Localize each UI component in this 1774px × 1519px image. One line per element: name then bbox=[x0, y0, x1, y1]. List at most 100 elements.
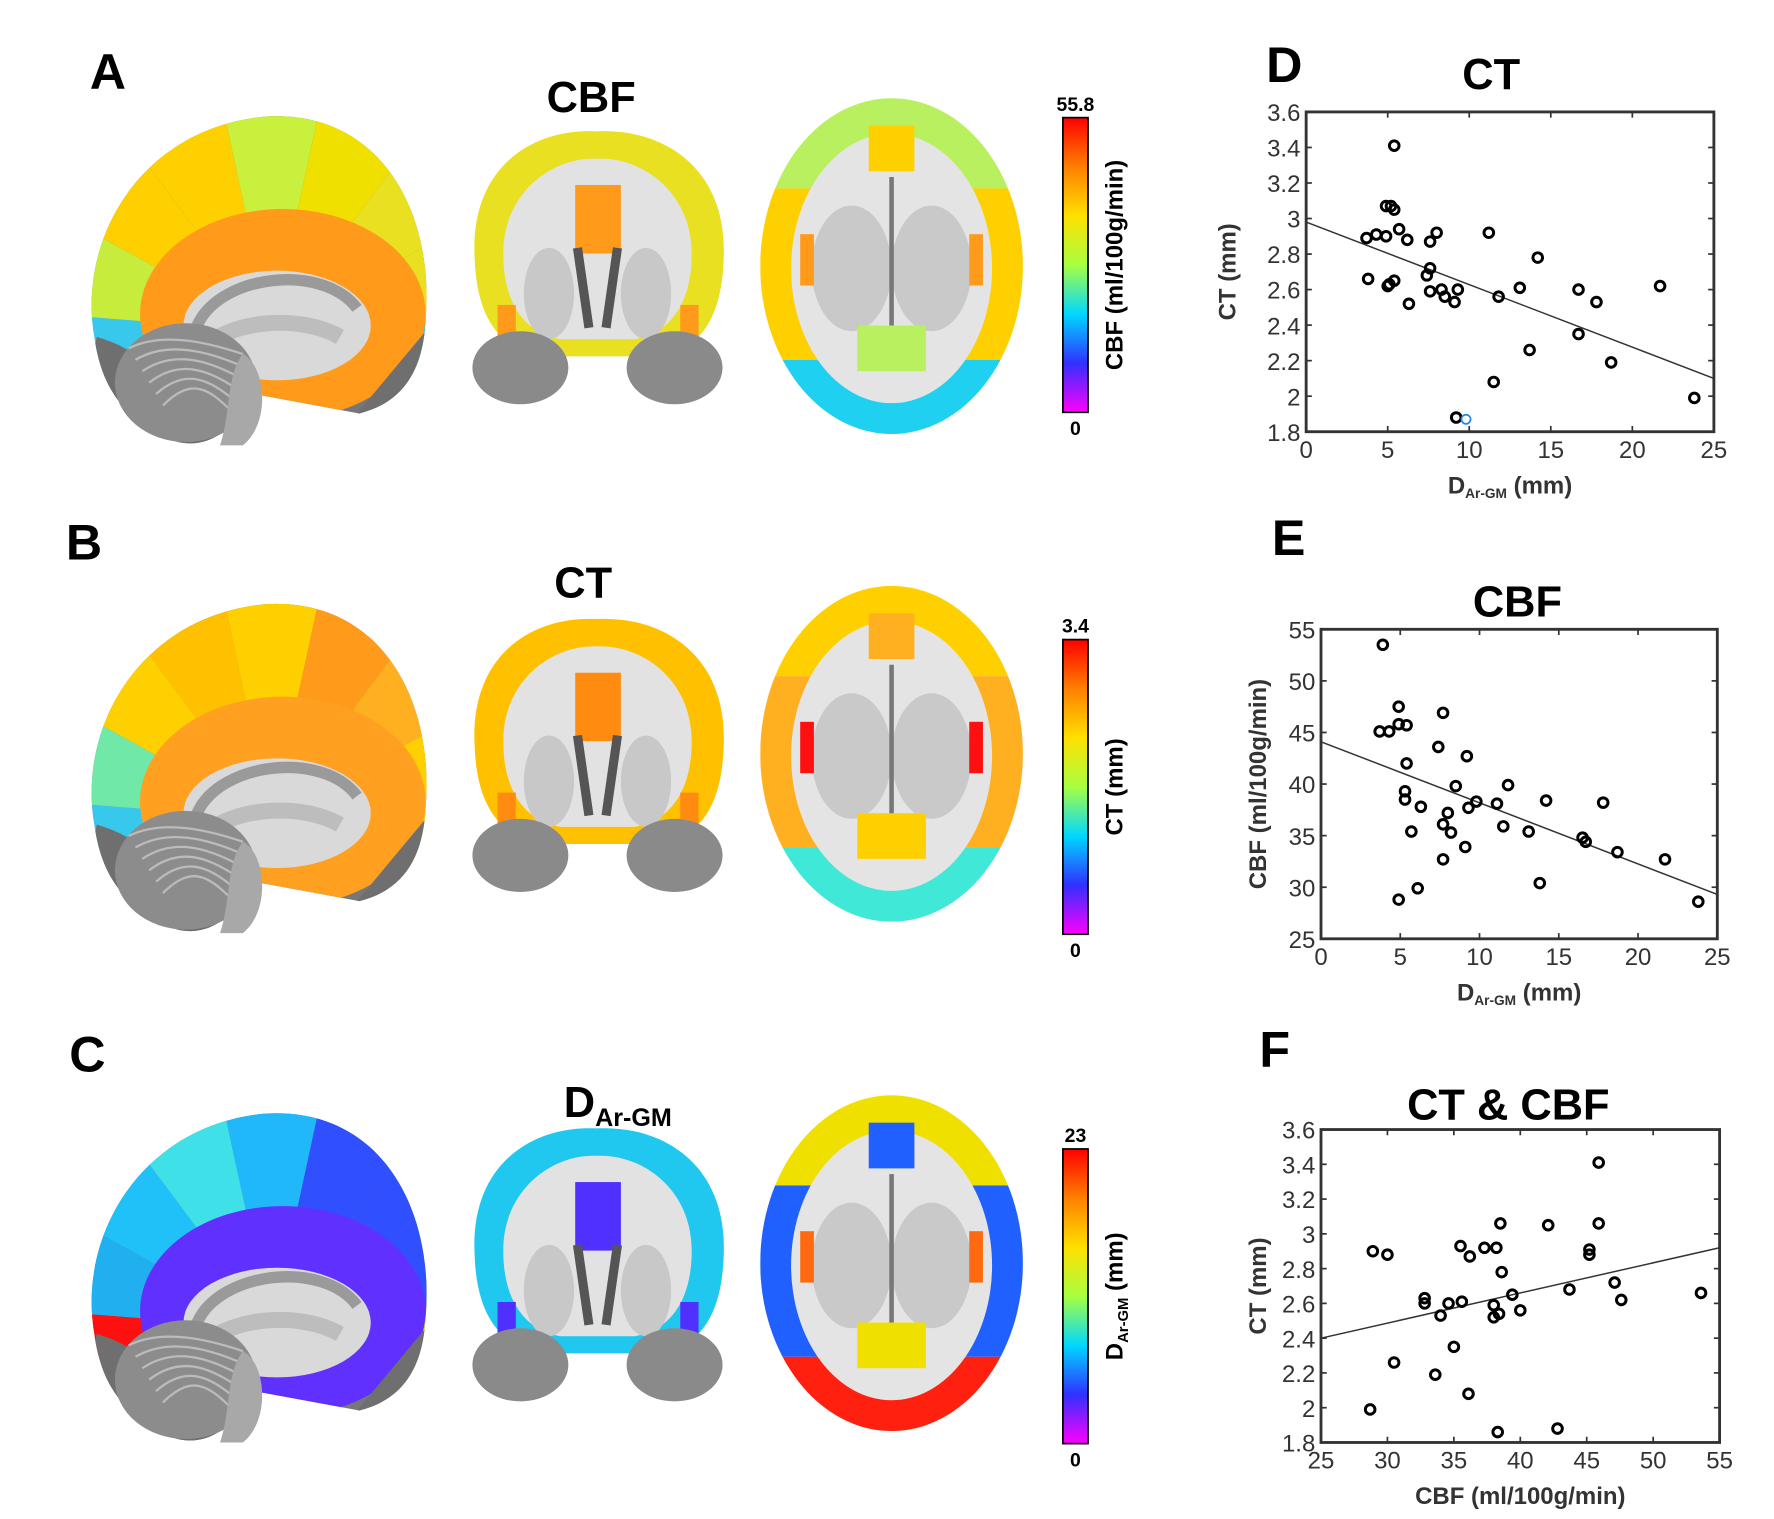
label-main: D bbox=[1101, 1343, 1128, 1360]
data-point bbox=[1523, 343, 1536, 357]
plot-frame bbox=[1319, 627, 1719, 941]
regression-line bbox=[1320, 1247, 1720, 1339]
y-tick-label: 2.6 bbox=[1267, 278, 1300, 305]
plot-title: CBF bbox=[1473, 579, 1562, 627]
regression-line bbox=[1320, 741, 1718, 896]
x-tick-label: 0 bbox=[1314, 944, 1327, 971]
data-point bbox=[1366, 1244, 1380, 1258]
panel-label-a: A bbox=[90, 44, 126, 100]
data-point bbox=[1572, 283, 1585, 296]
axial-slice bbox=[760, 585, 1023, 922]
data-point bbox=[1492, 1307, 1506, 1321]
data-point bbox=[1482, 226, 1496, 240]
data-point bbox=[1541, 1218, 1555, 1232]
colorbar-max: 55.8 bbox=[1057, 94, 1095, 116]
insular-region bbox=[800, 721, 814, 774]
colorbar-label: CT (mm) bbox=[1101, 738, 1128, 835]
panel-a-title: CBF bbox=[547, 74, 636, 122]
y-tick-label: 2 bbox=[1287, 384, 1300, 411]
data-point bbox=[1400, 757, 1413, 770]
coronal-slice bbox=[472, 131, 724, 405]
y-tick-label: 1.8 bbox=[1282, 1431, 1315, 1458]
y-tick-label: 3.2 bbox=[1267, 171, 1300, 198]
x-label-main: CBF (ml/100g/min) bbox=[1415, 1483, 1625, 1510]
posterior-region bbox=[857, 325, 926, 372]
x-axis-label: DAr-GM (mm) bbox=[1457, 979, 1581, 1008]
data-point bbox=[1688, 391, 1701, 405]
data-point bbox=[1533, 876, 1547, 890]
data-point bbox=[1596, 796, 1610, 809]
data-point bbox=[1495, 1265, 1508, 1279]
y-tick-label: 55 bbox=[1289, 617, 1316, 644]
data-point bbox=[1392, 700, 1405, 713]
data-point bbox=[1692, 895, 1705, 908]
data-point bbox=[1592, 1217, 1605, 1230]
data-point bbox=[1400, 233, 1414, 247]
panel-label-b: B bbox=[66, 515, 102, 571]
data-point bbox=[1583, 1248, 1596, 1261]
data-point bbox=[1418, 1297, 1431, 1310]
medial-region bbox=[575, 672, 621, 742]
x-tick-label: 50 bbox=[1640, 1448, 1667, 1475]
coronal-slice bbox=[472, 618, 724, 892]
y-axis-label: CT (mm) bbox=[1245, 1237, 1272, 1334]
x-tick-label: 25 bbox=[1308, 1448, 1335, 1475]
colorbar-min: 0 bbox=[1070, 940, 1081, 962]
data-point bbox=[1455, 1295, 1469, 1308]
y-tick-label: 35 bbox=[1289, 824, 1316, 851]
data-point bbox=[1492, 290, 1505, 303]
data-point bbox=[1460, 749, 1474, 763]
x-tick-label: 20 bbox=[1625, 944, 1652, 971]
data-point bbox=[1449, 779, 1463, 793]
data-point bbox=[1382, 725, 1396, 738]
data-point bbox=[1487, 1298, 1501, 1312]
data-point bbox=[1478, 1241, 1491, 1255]
x-label-unit: (mm) bbox=[1507, 472, 1572, 499]
data-point bbox=[1592, 1156, 1605, 1169]
y-tick-label: 2 bbox=[1302, 1396, 1315, 1423]
x-tick-label: 5 bbox=[1394, 944, 1407, 971]
label-sub: Ar-GM bbox=[1116, 1298, 1132, 1343]
data-point bbox=[1497, 820, 1510, 833]
cortical-region bbox=[208, 603, 335, 819]
insular-region bbox=[969, 1231, 983, 1283]
y-tick-label: 40 bbox=[1289, 772, 1316, 799]
x-tick-label: 10 bbox=[1466, 944, 1493, 971]
data-point bbox=[1590, 295, 1603, 309]
x-tick-label: 15 bbox=[1545, 944, 1572, 971]
colorbar-gradient bbox=[1062, 1148, 1089, 1445]
data-point bbox=[1513, 281, 1527, 295]
data-point bbox=[1522, 825, 1535, 838]
colorbar-ct: 3.4 0 CT (mm) bbox=[1062, 616, 1128, 962]
panel-label-c: C bbox=[69, 1026, 105, 1082]
medial-frontal-region bbox=[868, 1122, 915, 1169]
panel-label: E bbox=[1272, 510, 1306, 566]
data-point bbox=[1494, 1217, 1507, 1230]
x-tick-label: 40 bbox=[1507, 1448, 1534, 1475]
x-tick-label: 25 bbox=[1701, 437, 1728, 464]
y-axis-label: CBF (ml/100g/min) bbox=[1245, 679, 1272, 889]
data-point bbox=[1487, 375, 1500, 389]
data-point bbox=[1411, 881, 1424, 895]
data-point bbox=[1430, 226, 1443, 240]
temporal-lobe bbox=[626, 331, 723, 405]
cortical-region bbox=[208, 116, 335, 332]
insular-region bbox=[969, 721, 983, 774]
axial-slice bbox=[760, 1095, 1023, 1432]
data-point bbox=[1428, 1368, 1442, 1381]
brainstem bbox=[220, 841, 263, 934]
panel-c-title: DAr-GM bbox=[564, 1079, 672, 1132]
scatter-plot-f: F CT & CBF 25 30 35 40 45 50 55 1.8 2 2.2 2.4 2.6 2.8 3… bbox=[1245, 1022, 1733, 1510]
data-point bbox=[1363, 1403, 1377, 1416]
data-point bbox=[1583, 1243, 1596, 1256]
data-point bbox=[1462, 801, 1475, 815]
axial-slice bbox=[760, 98, 1023, 434]
data-point bbox=[1608, 1276, 1621, 1289]
data-point bbox=[1441, 806, 1455, 820]
plot-frame bbox=[1304, 110, 1716, 434]
colorbar-label: CBF (ml/100g/min) bbox=[1101, 160, 1128, 370]
brainstem bbox=[220, 1351, 263, 1443]
data-point bbox=[1387, 203, 1401, 216]
medial-region bbox=[575, 185, 621, 254]
data-point bbox=[1490, 797, 1504, 810]
